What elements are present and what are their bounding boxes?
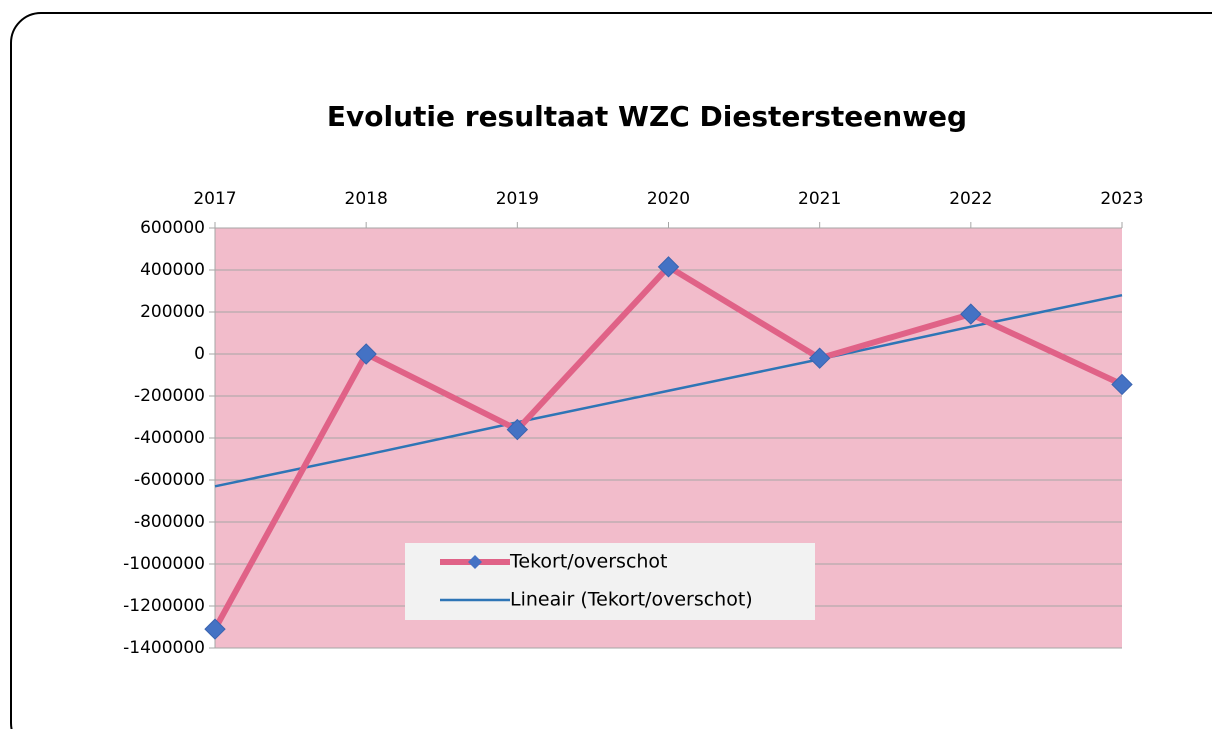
marker [506, 418, 529, 441]
y-tick-label: 0 [194, 344, 205, 364]
x-tick-label: 2017 [193, 189, 236, 209]
x-tick-label: 2021 [798, 189, 841, 209]
legend-label: Tekort/overschot [509, 551, 668, 573]
y-tick-label: -1200000 [123, 596, 205, 616]
legend-label: Lineair (Tekort/overschot) [510, 589, 753, 611]
y-tick-label: -400000 [134, 428, 205, 448]
y-tick-label: -800000 [134, 512, 205, 532]
marker [657, 256, 680, 278]
x-tick-label: 2023 [1100, 189, 1143, 209]
trend-line [214, 293, 1123, 488]
marker [355, 343, 377, 365]
legend-marker [468, 555, 482, 569]
marker [204, 618, 226, 640]
y-tick-label: 200000 [140, 302, 205, 322]
y-tick-label: 600000 [140, 218, 205, 238]
x-tick-label: 2022 [949, 189, 992, 209]
marker [808, 347, 831, 369]
x-tick-label: 2019 [496, 189, 539, 209]
y-tick-label: 400000 [140, 260, 205, 280]
chart-title: Evolutie resultaat WZC Diestersteenweg [327, 100, 967, 133]
x-tick-label: 2020 [647, 189, 690, 209]
legend-box [405, 543, 815, 620]
marker [1111, 373, 1133, 396]
y-tick-label: -600000 [134, 470, 205, 490]
marker [960, 303, 982, 325]
y-tick-label: -1000000 [123, 554, 205, 574]
y-tick-label: -200000 [134, 386, 205, 406]
x-tick-label: 2018 [345, 189, 388, 209]
y-tick-label: -1400000 [123, 638, 205, 658]
